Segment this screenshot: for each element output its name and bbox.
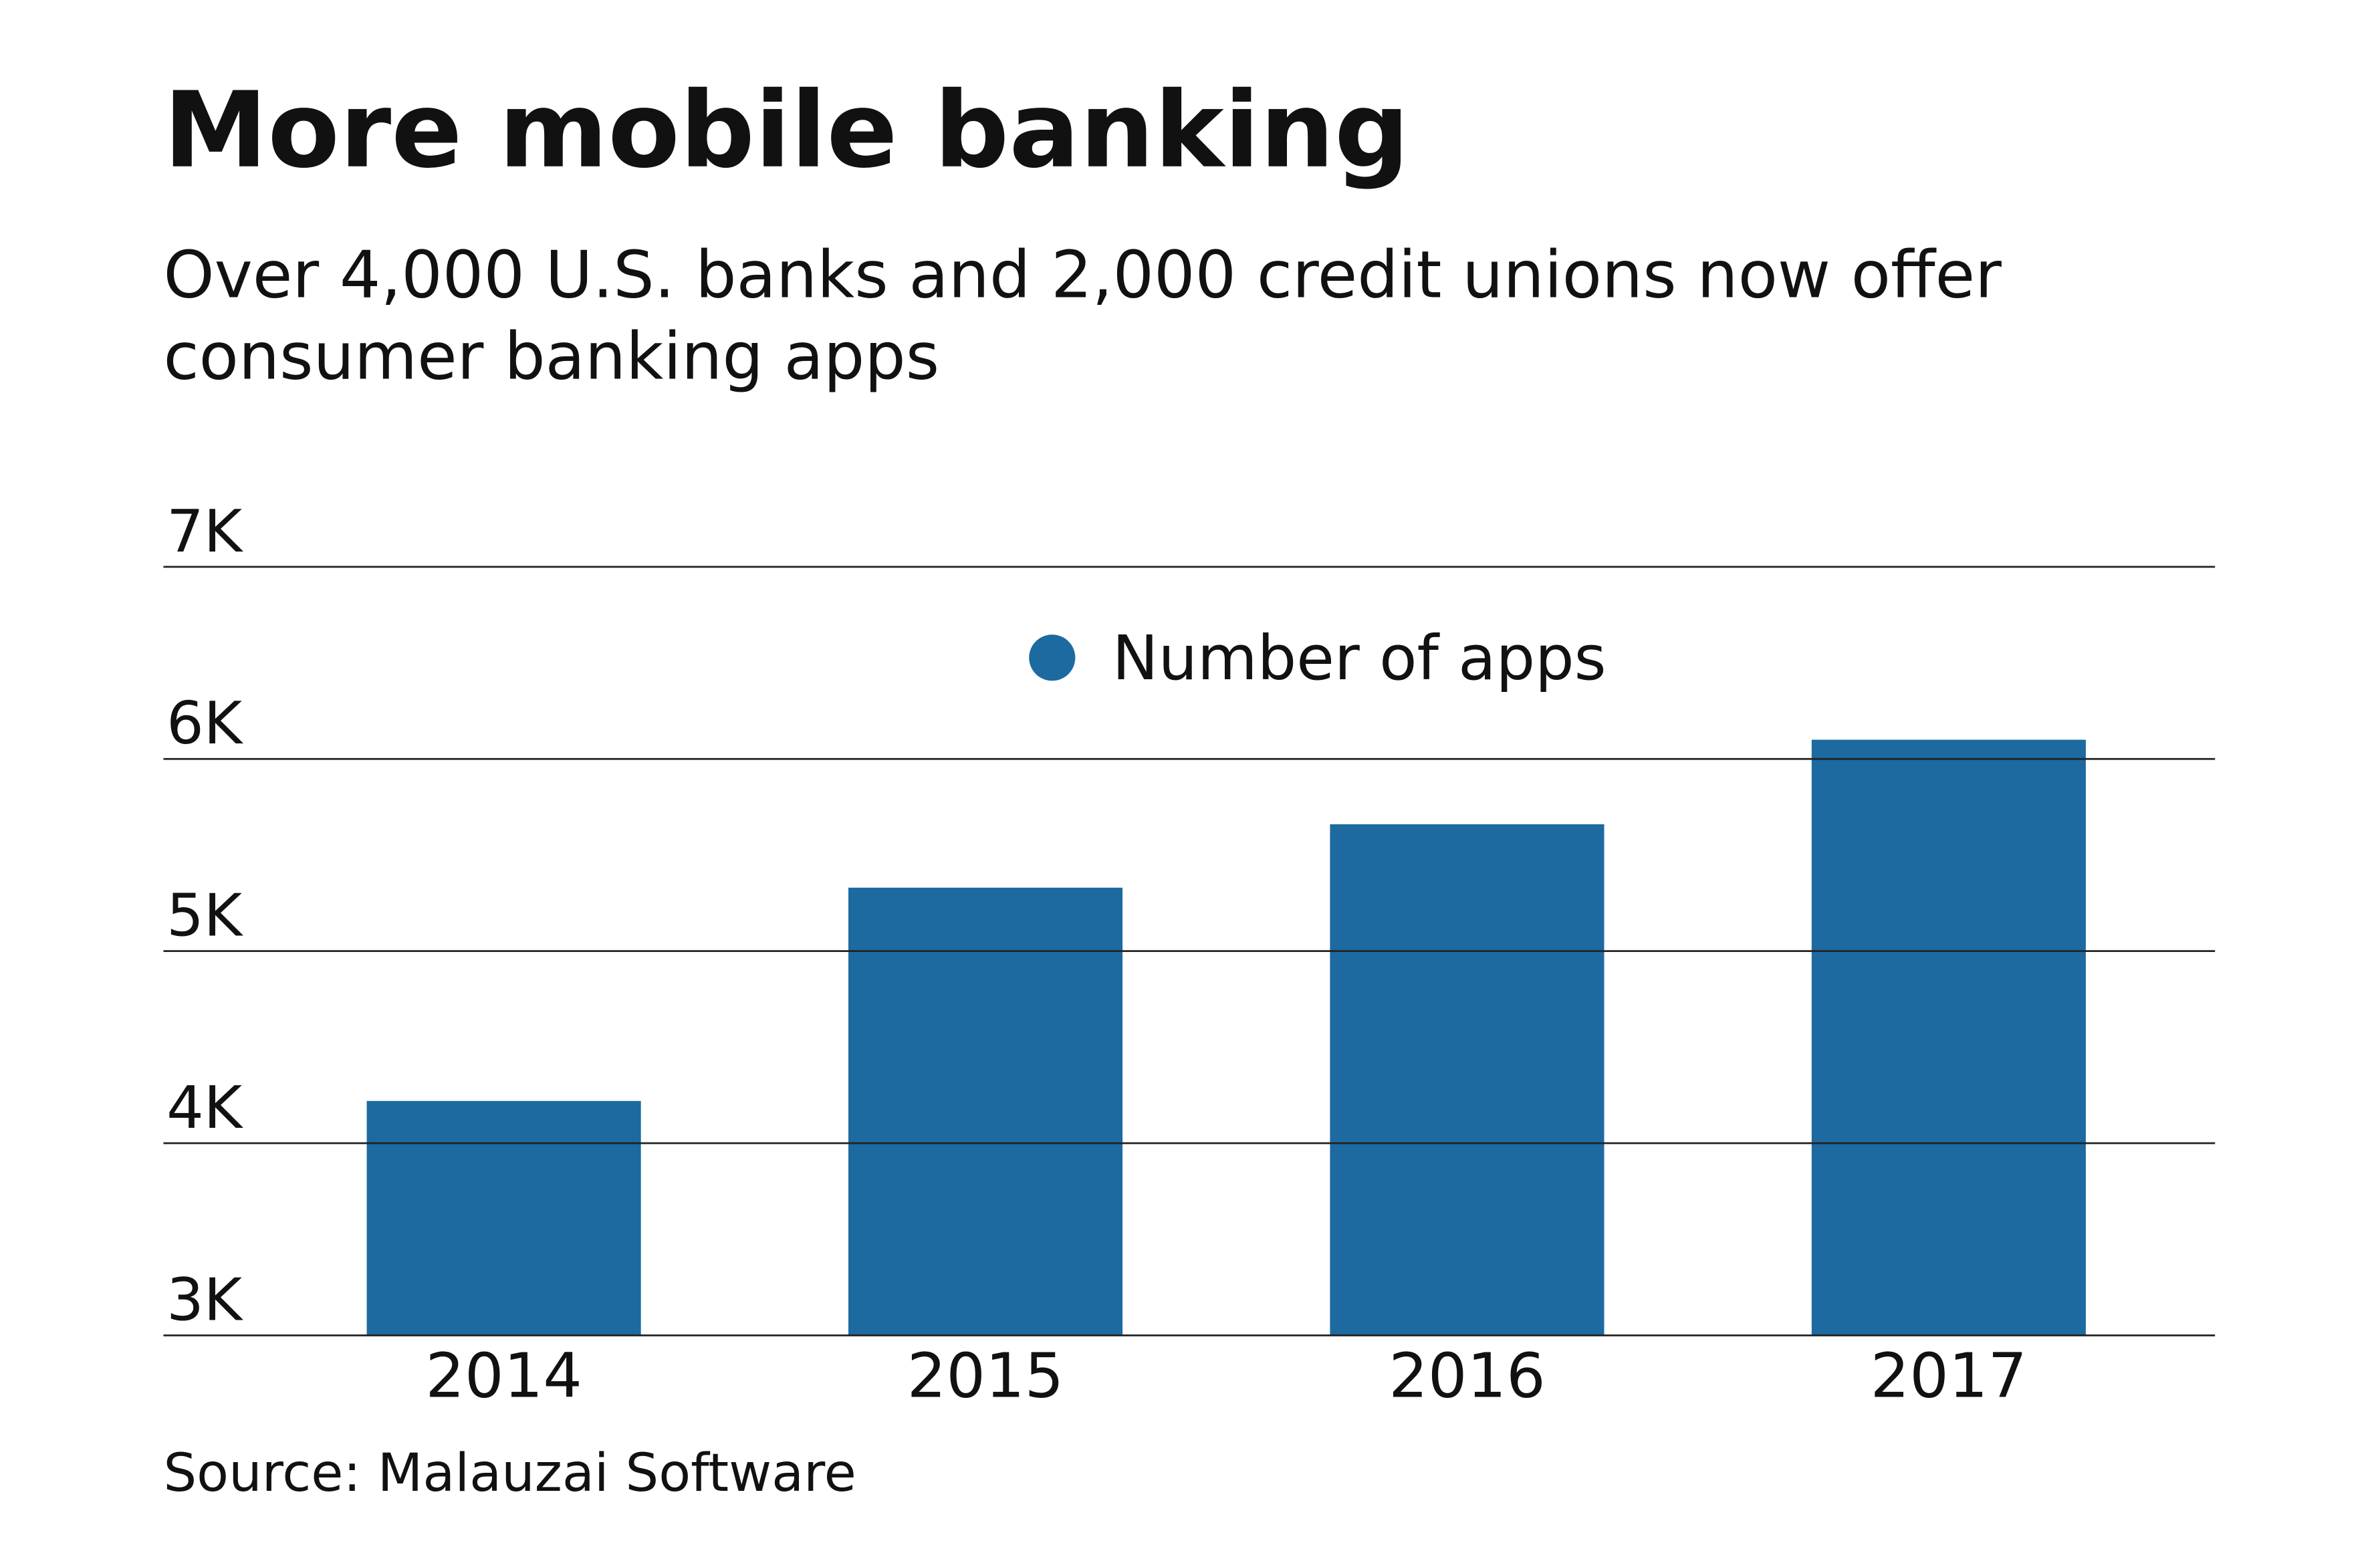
bar <box>1811 739 2086 1336</box>
x-tick-label: 2017 <box>1871 1340 2028 1412</box>
y-tick-label: 5K <box>166 882 244 950</box>
y-tick-label: 3K <box>166 1266 244 1334</box>
y-tick-label: 7K <box>166 497 244 566</box>
chart-subtitle: consumer banking apps <box>163 319 939 394</box>
bar <box>848 887 1123 1336</box>
legend-label: Number of apps <box>1112 622 1606 694</box>
bar <box>1330 824 1604 1336</box>
chart-subtitle: Over 4,000 U.S. banks and 2,000 credit u… <box>163 237 2002 313</box>
x-tick-label: 2016 <box>1389 1340 1546 1412</box>
y-tick-label: 6K <box>166 689 244 757</box>
source: Source: Malauzai Software <box>163 1443 856 1504</box>
bar <box>366 1100 641 1336</box>
x-tick-label: 2014 <box>425 1340 582 1412</box>
x-tick-label: 2015 <box>907 1340 1064 1412</box>
legend-marker <box>1029 634 1076 681</box>
y-tick-label: 4K <box>166 1074 244 1142</box>
chart-title: More mobile banking <box>163 70 1409 191</box>
